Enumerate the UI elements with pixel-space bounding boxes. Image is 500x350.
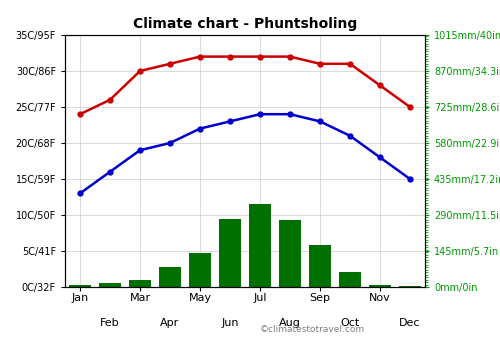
Bar (99, 283, 121, 287)
Bar (69, 285, 91, 287)
Bar (369, 285, 391, 287)
Text: ©climatestotravel.com: ©climatestotravel.com (260, 325, 365, 334)
Bar (249, 204, 271, 287)
Text: Oct: Oct (340, 317, 359, 328)
Text: Apr: Apr (160, 317, 180, 328)
Title: Climate chart - Phuntsholing: Climate chart - Phuntsholing (133, 17, 357, 31)
Text: Feb: Feb (100, 317, 120, 328)
Bar (339, 272, 361, 287)
Bar (279, 220, 301, 287)
Text: Jun: Jun (221, 317, 239, 328)
Bar (129, 280, 151, 287)
Bar (219, 219, 241, 287)
Text: Aug: Aug (279, 317, 301, 328)
Legend: Prec, Min, Max: Prec, Min, Max (70, 348, 235, 350)
Text: Dec: Dec (399, 317, 421, 328)
Bar (189, 253, 211, 287)
Bar (399, 286, 421, 287)
Bar (309, 245, 331, 287)
Bar (159, 267, 181, 287)
